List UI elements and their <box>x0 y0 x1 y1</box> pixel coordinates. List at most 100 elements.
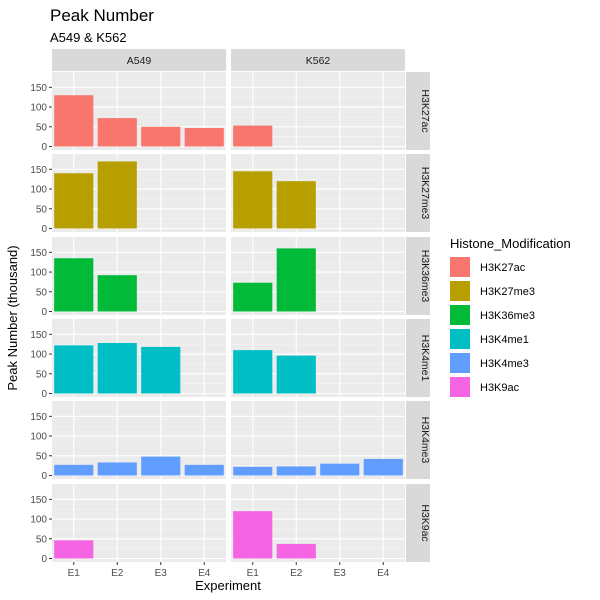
y-tick-label: 150 <box>30 248 47 259</box>
legend: Histone_Modification H3K27ac H3K27me3 H3K3… <box>450 236 571 397</box>
y-tick-label: 50 <box>36 122 48 133</box>
bar <box>276 466 316 476</box>
bar <box>276 543 316 559</box>
y-tick-label: 100 <box>30 103 47 114</box>
chart-subtitle: A549 & K562 <box>50 30 127 45</box>
y-tick-label: 150 <box>30 83 47 94</box>
bar <box>320 463 360 476</box>
facet-panel <box>231 484 405 562</box>
legend-key <box>450 377 470 397</box>
facet-panels <box>52 72 405 562</box>
bar <box>141 346 181 394</box>
x-tick-label: E1 <box>68 568 81 579</box>
bar <box>54 464 94 476</box>
y-axis-title: Peak Number (thousand) <box>5 245 20 390</box>
y-tick-label: 0 <box>41 471 47 482</box>
row-strip-label: H3K36me3 <box>419 250 431 303</box>
row-strip-label: H3K27ac <box>419 89 431 132</box>
y-tick-label: 50 <box>36 534 48 545</box>
legend-label: H3K36me3 <box>480 310 535 322</box>
legend-key <box>450 329 470 349</box>
column-strip <box>231 49 405 71</box>
x-tick-label: E3 <box>155 568 168 579</box>
facet-panel <box>52 237 226 315</box>
bar <box>97 275 137 312</box>
y-tick-label: 50 <box>36 204 48 215</box>
y-tick-label: 50 <box>36 369 48 380</box>
y-tick-label: 150 <box>30 412 47 423</box>
bar <box>97 161 137 229</box>
bar <box>54 95 94 147</box>
x-tick-label: E3 <box>334 568 347 579</box>
x-axis-title: Experiment <box>195 578 261 593</box>
row-strip <box>406 237 430 315</box>
bar <box>276 355 316 394</box>
x-tick-label: E4 <box>377 568 390 579</box>
legend-key <box>450 257 470 277</box>
bar <box>97 118 137 147</box>
column-strip-label: K562 <box>306 55 331 67</box>
legend-label: H3K9ac <box>480 382 520 394</box>
facet-panel <box>231 154 405 232</box>
legend-key <box>450 305 470 325</box>
y-tick-label: 150 <box>30 495 47 506</box>
bar <box>54 258 94 312</box>
chart-title: Peak Number <box>50 6 154 25</box>
bar <box>233 282 273 312</box>
facet-panel <box>52 319 226 397</box>
x-tick-label: E2 <box>111 568 124 579</box>
column-strip <box>52 49 226 71</box>
facet-panel <box>231 237 405 315</box>
bar <box>54 173 94 229</box>
y-tick-label: 0 <box>41 389 47 400</box>
legend-label: H3K27ac <box>480 262 526 274</box>
facet-panel <box>52 401 226 479</box>
facet-panel <box>52 72 226 150</box>
y-tick-label: 150 <box>30 165 47 176</box>
row-strip-label: H3K4me1 <box>419 335 431 382</box>
row-strip <box>406 484 430 562</box>
row-strip <box>406 319 430 397</box>
bar <box>141 456 181 476</box>
bar <box>363 458 403 476</box>
legend-label: H3K27me3 <box>480 286 535 298</box>
y-tick-label: 50 <box>36 451 48 462</box>
x-tick-label: E1 <box>247 568 260 579</box>
legend-key <box>450 353 470 373</box>
bar <box>54 345 94 394</box>
facet-panel <box>231 319 405 397</box>
bar <box>276 181 316 229</box>
axes: 0 50 100 150 0 50 100 150 0 50 100 150 0 50 100 150 0 50 1… <box>30 83 389 579</box>
legend-title: Histone_Modification <box>450 236 571 251</box>
y-tick-label: 0 <box>41 554 47 565</box>
legend-label: H3K4me1 <box>480 334 529 346</box>
bar <box>184 127 224 147</box>
x-tick-label: E2 <box>290 568 303 579</box>
row-strip-label: H3K4me3 <box>419 417 431 464</box>
bar <box>97 462 137 476</box>
y-tick-label: 100 <box>30 268 47 279</box>
y-tick-label: 100 <box>30 515 47 526</box>
bar <box>54 540 94 559</box>
bar <box>97 343 137 394</box>
y-tick-label: 0 <box>41 307 47 318</box>
bar <box>141 126 181 147</box>
y-tick-label: 0 <box>41 224 47 235</box>
legend-label: H3K4me3 <box>480 358 529 370</box>
row-strip <box>406 401 430 479</box>
bar <box>276 248 316 312</box>
facet-panel <box>231 401 405 479</box>
facet-strips: A549 K562 H3K27ac H3K27me3 H3K36me3 H3K4me1 H3… <box>52 49 431 562</box>
row-strip <box>406 72 430 150</box>
bar <box>233 350 273 394</box>
row-strip <box>406 154 430 232</box>
facet-panel <box>52 484 226 562</box>
facet-panel <box>52 154 226 232</box>
y-tick-label: 0 <box>41 142 47 153</box>
facet-panel <box>231 72 405 150</box>
bar <box>233 466 273 476</box>
row-strip-label: H3K9ac <box>419 504 431 541</box>
x-tick-label: E4 <box>198 568 211 579</box>
row-strip-label: H3K27me3 <box>419 167 431 220</box>
